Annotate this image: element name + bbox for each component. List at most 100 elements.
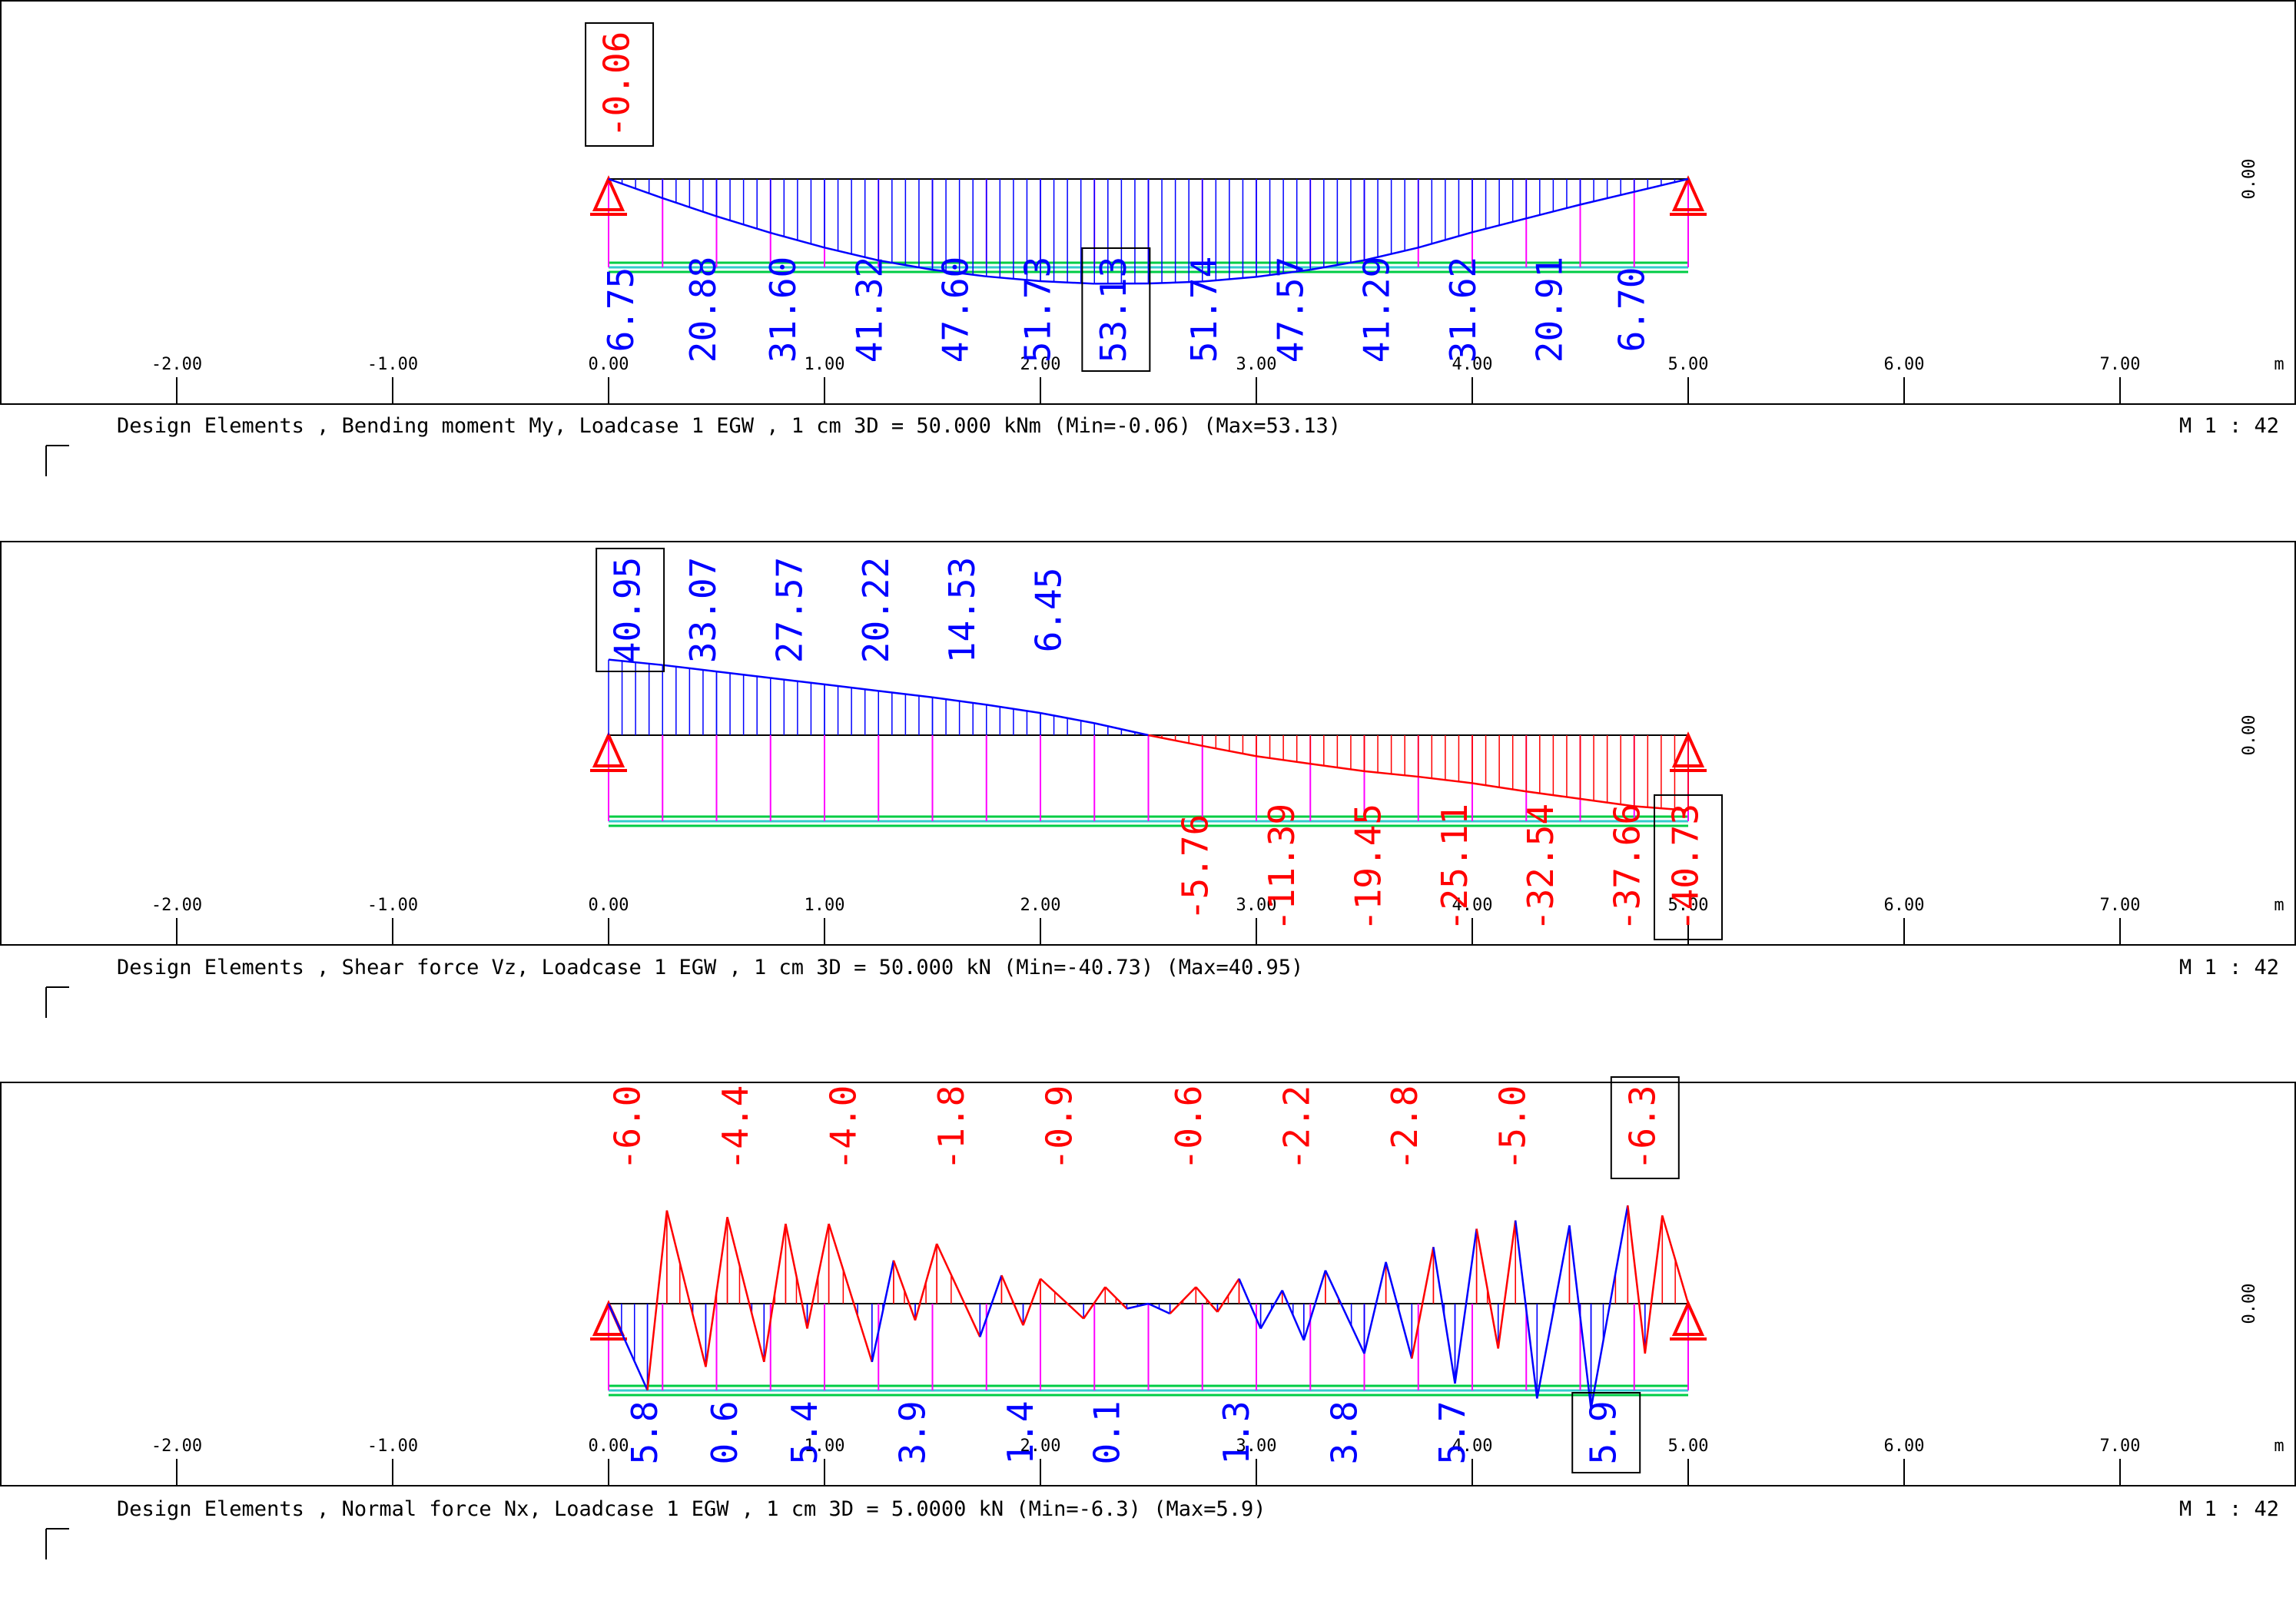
value-label: 51.74 bbox=[1183, 257, 1225, 363]
value-label: -2.2 bbox=[1276, 1085, 1318, 1171]
series-segment bbox=[1497, 1220, 1517, 1349]
series-segment bbox=[716, 670, 771, 679]
value-label: 6.75 bbox=[600, 267, 642, 353]
value-label: -5.0 bbox=[1492, 1085, 1534, 1171]
series-segment bbox=[726, 1217, 765, 1363]
value-label: 6.45 bbox=[1028, 568, 1070, 653]
extreme-value-box bbox=[1610, 1076, 1680, 1179]
zero-value-label: 0.00 bbox=[2240, 1284, 2259, 1324]
series-segment bbox=[1661, 1215, 1690, 1304]
value-label: 20.91 bbox=[1528, 257, 1570, 363]
x-tick-label: 2.00 bbox=[1020, 355, 1061, 374]
series-segment bbox=[932, 696, 987, 706]
x-tick-label: -1.00 bbox=[367, 1437, 418, 1456]
series-segment bbox=[1216, 1278, 1240, 1313]
value-label: -4.0 bbox=[823, 1085, 864, 1171]
series-segment bbox=[763, 1223, 787, 1363]
support-icon bbox=[592, 731, 625, 767]
series-segment bbox=[1418, 231, 1473, 249]
series-segment bbox=[1627, 1205, 1647, 1354]
value-label: 6.70 bbox=[1611, 267, 1652, 353]
x-tick-label: 6.00 bbox=[1884, 1437, 1925, 1456]
scale-label: M 1 : 42 bbox=[2179, 956, 2279, 979]
value-label: -6.0 bbox=[607, 1085, 649, 1171]
series-segment bbox=[1580, 191, 1635, 206]
value-label: -4.4 bbox=[715, 1085, 756, 1171]
value-label: -0.6 bbox=[1168, 1085, 1209, 1171]
value-label: 1.4 bbox=[1000, 1400, 1041, 1464]
series-segment bbox=[1644, 1215, 1664, 1354]
series-segment bbox=[1475, 1228, 1499, 1349]
panel-frame bbox=[0, 541, 2296, 946]
x-tick-label: 5.00 bbox=[1668, 1437, 1709, 1456]
value-label: 47.60 bbox=[935, 257, 977, 363]
series-segment bbox=[1310, 763, 1365, 773]
series-segment bbox=[1310, 259, 1365, 271]
value-label: 5.7 bbox=[1432, 1400, 1473, 1464]
value-label: 40.95 bbox=[607, 557, 649, 663]
series-segment bbox=[878, 259, 933, 271]
series-segment bbox=[1525, 204, 1581, 220]
x-tick-label: 3.00 bbox=[1236, 896, 1277, 915]
value-label: 0.6 bbox=[704, 1400, 745, 1464]
x-tick-label: 5.00 bbox=[1668, 896, 1709, 915]
series-segment bbox=[1363, 1261, 1387, 1354]
value-label: 14.53 bbox=[941, 557, 983, 663]
series-segment bbox=[1259, 1290, 1283, 1330]
series-segment bbox=[1471, 782, 1527, 793]
value-label: 20.22 bbox=[855, 557, 897, 663]
value-label: 51.73 bbox=[1017, 257, 1059, 363]
x-tick-label: 7.00 bbox=[2100, 896, 2141, 915]
series-segment bbox=[1514, 1220, 1538, 1399]
series-segment bbox=[1000, 1274, 1024, 1326]
series-segment bbox=[1195, 1286, 1219, 1313]
x-tick-label: 4.00 bbox=[1452, 896, 1493, 915]
extreme-value-box bbox=[585, 22, 655, 147]
axis-unit-label: m bbox=[2274, 355, 2284, 374]
value-label: -0.06 bbox=[596, 31, 638, 138]
value-label: 27.57 bbox=[768, 557, 810, 663]
extreme-value-box bbox=[596, 548, 665, 672]
x-tick-label: 4.00 bbox=[1452, 355, 1493, 374]
panel-frame bbox=[0, 0, 2296, 405]
series-segment bbox=[932, 268, 987, 278]
x-tick-label: -2.00 bbox=[151, 1437, 202, 1456]
series-segment bbox=[824, 683, 879, 692]
value-label: -37.66 bbox=[1607, 804, 1648, 931]
series-segment bbox=[986, 704, 1041, 714]
series-segment bbox=[914, 1243, 938, 1321]
series-segment bbox=[979, 1274, 1003, 1337]
series-segment bbox=[662, 197, 717, 217]
series-segment bbox=[1093, 722, 1149, 737]
axis-unit-label: m bbox=[2274, 896, 2284, 915]
value-label: 20.88 bbox=[682, 257, 724, 363]
extreme-value-box bbox=[1571, 1392, 1641, 1473]
series-segment bbox=[1471, 217, 1527, 234]
value-label: 3.9 bbox=[892, 1400, 934, 1464]
series-segment bbox=[1202, 744, 1257, 757]
series-segment bbox=[935, 1243, 981, 1337]
series-segment bbox=[1238, 1278, 1262, 1329]
value-label: 47.57 bbox=[1269, 257, 1311, 363]
series-segment bbox=[1432, 1247, 1456, 1384]
series-segment bbox=[1364, 770, 1418, 778]
series-segment bbox=[770, 231, 825, 249]
series-segment bbox=[1281, 1290, 1305, 1341]
value-label: -11.39 bbox=[1261, 804, 1302, 931]
x-tick-label: 5.00 bbox=[1668, 355, 1709, 374]
series-segment bbox=[1147, 1302, 1171, 1315]
value-label: 31.60 bbox=[762, 257, 804, 363]
series-segment bbox=[785, 1223, 808, 1329]
x-tick-label: 7.00 bbox=[2100, 355, 2141, 374]
x-tick-label: -1.00 bbox=[367, 896, 418, 915]
value-label: 3.8 bbox=[1324, 1400, 1365, 1464]
series-segment bbox=[986, 275, 1041, 283]
value-label: 5.9 bbox=[1583, 1400, 1624, 1464]
value-label: 41.32 bbox=[848, 257, 890, 363]
series-segment bbox=[1040, 280, 1095, 285]
panel-frame bbox=[0, 1082, 2296, 1486]
x-tick-label: -2.00 bbox=[151, 896, 202, 915]
series-segment bbox=[1385, 1261, 1413, 1359]
diagram-caption: Design Elements , Bending moment My, Loa… bbox=[117, 414, 1341, 438]
series-segment bbox=[608, 177, 663, 200]
